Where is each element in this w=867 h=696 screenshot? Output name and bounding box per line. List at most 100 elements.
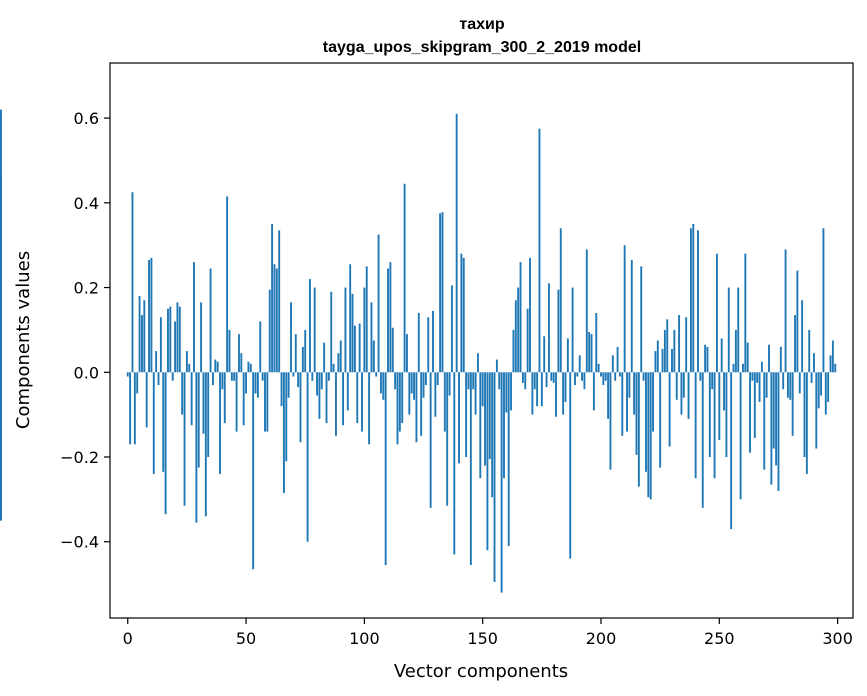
bar-268 [760,361,763,373]
bar-270 [765,372,768,398]
bar-294 [822,228,825,373]
bar-123 [417,312,420,373]
bar-10 [150,257,153,373]
bar-166 [519,262,522,373]
bar-15 [162,372,165,472]
bar-2 [131,192,134,373]
bar-59 [266,372,269,432]
bar-200 [600,372,602,377]
bar-27 [190,372,193,426]
bar-189 [574,372,576,385]
bar-226 [661,348,664,373]
bar-84 [325,372,328,424]
bar-37 [214,359,217,373]
bar-24 [183,372,186,506]
bar-199 [597,363,600,373]
bar-147 [474,372,477,415]
bar-162 [510,372,513,411]
bar-86 [330,291,333,373]
bar-211 [626,372,628,432]
bar-278 [784,249,787,373]
bar-176 [543,336,546,373]
bar-120 [410,372,413,394]
bar-89 [337,353,340,373]
bar-60 [268,289,271,373]
bar-143 [465,372,468,458]
bar-104 [372,340,375,373]
bar-139 [455,113,458,373]
bars-group [0,109,837,593]
bar-269 [763,372,766,470]
bar-201 [602,372,605,385]
bar-98 [358,323,361,373]
bar-222 [652,372,654,432]
bar-57 [261,372,264,381]
bar-47 [238,334,240,373]
bar-205 [611,355,614,373]
bar-38 [216,361,219,373]
bar-130 [434,372,437,417]
bar-296 [827,372,830,402]
bar-32 [202,372,205,434]
bar-148 [477,353,479,373]
bar-186 [566,338,569,373]
x-tick-label: 150 [467,629,498,648]
bar-111 [389,262,392,373]
bar-277 [782,372,785,390]
bar-272 [770,372,773,485]
bar-91 [342,372,345,426]
bar-258 [737,287,740,373]
bar-208 [618,372,621,377]
bar-193 [583,372,586,390]
bar-73 [299,372,302,443]
bar-122 [415,372,418,443]
bar-69 [290,302,292,373]
bar-183 [559,228,562,373]
bar-116 [401,372,404,424]
bar-36 [211,372,214,385]
bar-167 [521,372,524,383]
bar-285 [801,300,804,373]
bar-127 [427,317,430,373]
bar-279 [786,372,789,398]
bar-61 [271,223,274,373]
bar-149 [479,372,482,479]
bar-6 [140,315,143,373]
bar-244 [704,344,707,373]
bar-266 [756,372,759,383]
bar-109 [384,372,387,566]
bar-153 [488,372,491,460]
bar-1 [129,372,132,445]
bar-292 [817,372,820,409]
bar-221 [649,372,652,500]
bar-257 [734,329,737,373]
bar-234 [680,372,683,415]
bar-187 [569,372,572,559]
bar-65 [280,372,283,407]
bar-23 [181,372,184,415]
y-tick-label: 0.0 [74,363,99,382]
bar-42 [226,196,229,373]
x-tick-label: 200 [586,629,617,648]
bar-215 [635,372,638,455]
bar-90 [339,340,342,373]
bar-141 [460,253,463,373]
bar-136 [448,372,451,396]
bar-81 [318,372,321,419]
bar-251 [720,338,723,373]
y-tick-label: 0.4 [74,194,99,213]
x-tick-label: 250 [704,629,735,648]
bar-231 [673,329,676,373]
bar-88 [335,372,337,436]
bar-224 [656,340,659,373]
bar-168 [524,372,527,390]
bar-115 [398,372,401,432]
bar-68 [287,372,290,398]
bar-106 [377,234,380,373]
bar-288 [808,329,811,373]
bar-274 [775,372,778,466]
bar-212 [628,372,631,398]
bar-235 [682,372,685,398]
bar-26 [188,363,191,373]
bar-240 [694,372,697,479]
